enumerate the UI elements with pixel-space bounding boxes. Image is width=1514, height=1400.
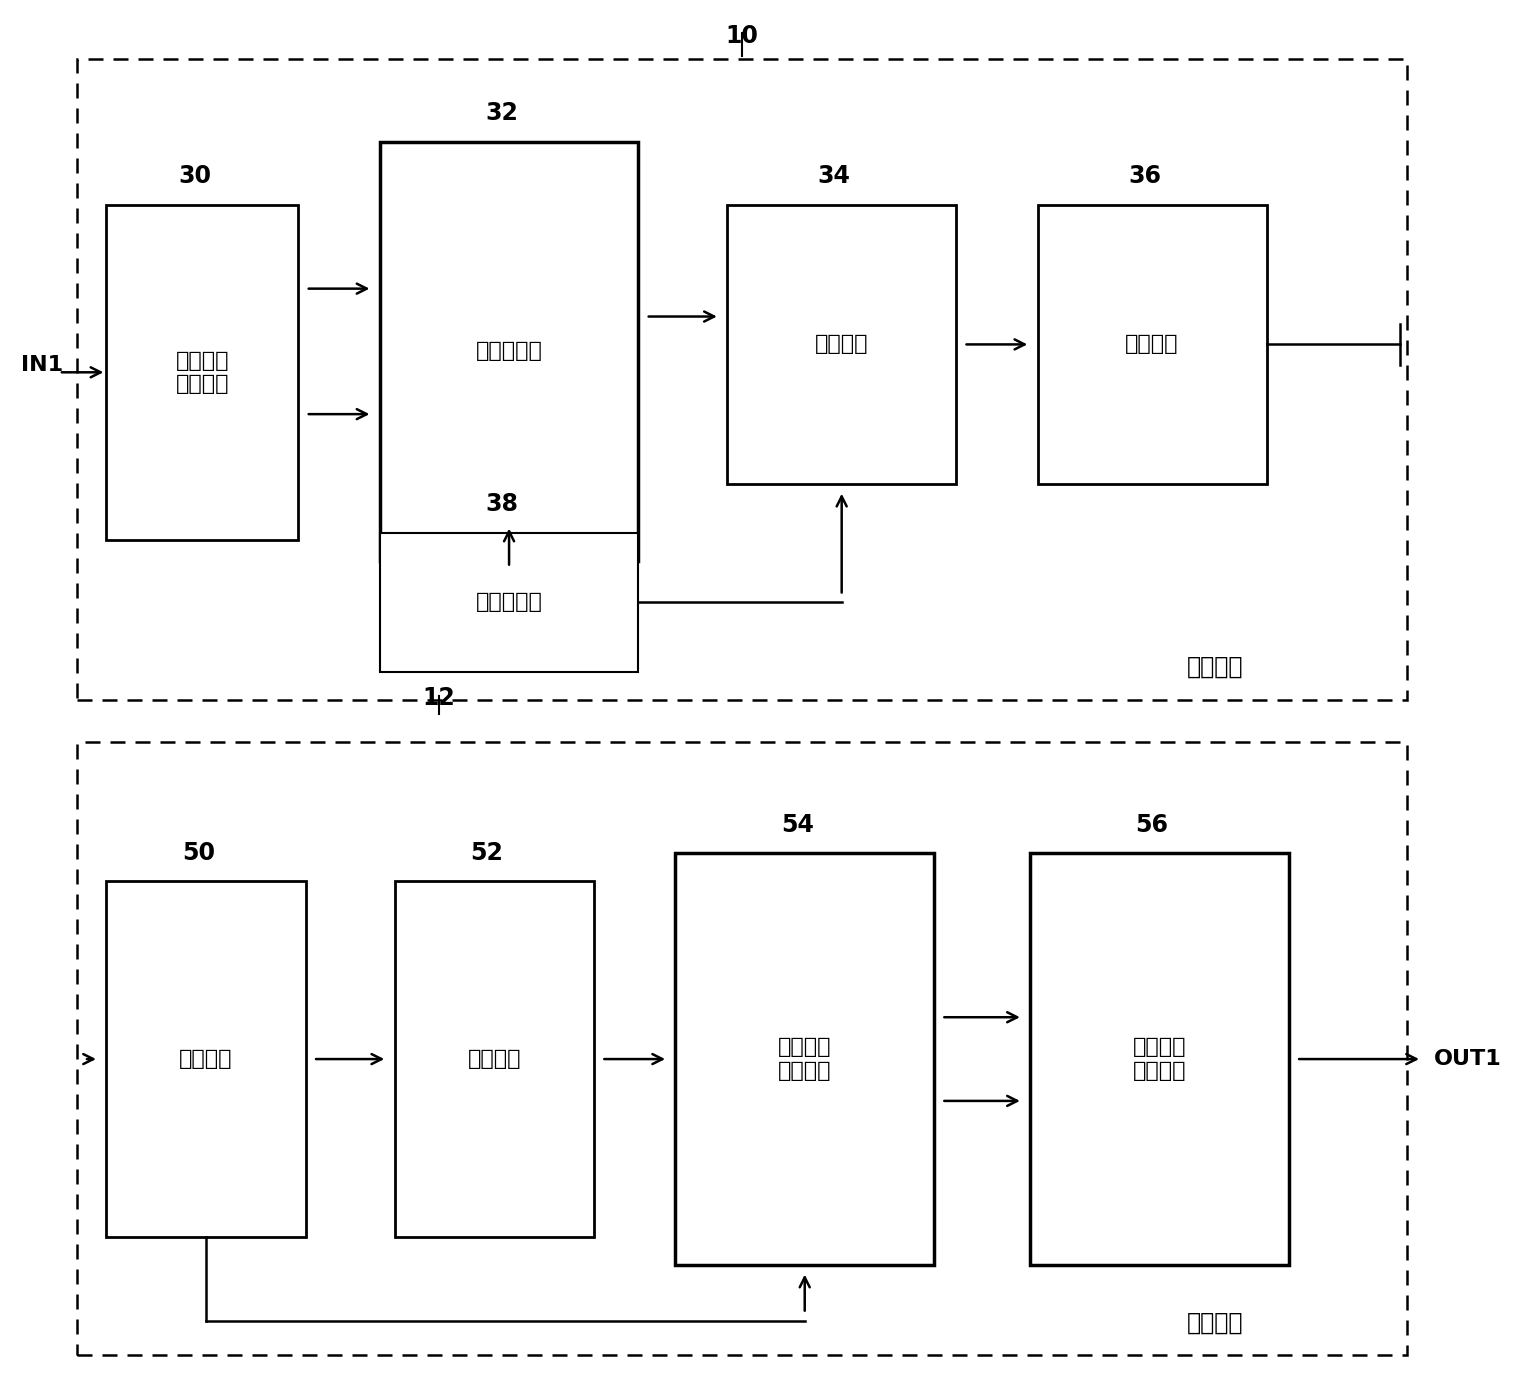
Text: 输出部分: 输出部分 bbox=[1125, 335, 1179, 354]
Text: 解码单元: 解码单元 bbox=[1187, 1310, 1243, 1334]
Text: 量化部分: 量化部分 bbox=[815, 335, 869, 354]
Text: 52: 52 bbox=[471, 840, 503, 865]
Text: 量化控制器: 量化控制器 bbox=[475, 592, 542, 612]
Text: 输入部分: 输入部分 bbox=[179, 1049, 233, 1070]
Text: 38: 38 bbox=[484, 491, 518, 517]
Text: 30: 30 bbox=[179, 164, 212, 188]
Text: 高频分量
恢复部分: 高频分量 恢复部分 bbox=[778, 1037, 831, 1081]
Text: 12: 12 bbox=[422, 686, 456, 710]
Bar bbox=[380, 532, 639, 672]
Bar bbox=[77, 59, 1407, 700]
Bar bbox=[1037, 204, 1267, 484]
Bar bbox=[106, 881, 306, 1236]
Text: 子带滤波
器分析器: 子带滤波 器分析器 bbox=[176, 351, 229, 393]
Text: 34: 34 bbox=[818, 164, 851, 188]
Bar bbox=[1030, 854, 1288, 1264]
Text: 36: 36 bbox=[1128, 164, 1161, 188]
Text: 10: 10 bbox=[725, 24, 759, 48]
Text: 编码单元: 编码单元 bbox=[1187, 655, 1243, 679]
Text: IN1: IN1 bbox=[21, 356, 62, 375]
Text: OUT1: OUT1 bbox=[1434, 1049, 1502, 1070]
Text: 子带滤波
器合成器: 子带滤波 器合成器 bbox=[1132, 1037, 1187, 1081]
Bar bbox=[380, 143, 639, 560]
Bar bbox=[77, 742, 1407, 1355]
Text: 32: 32 bbox=[486, 101, 518, 126]
Bar bbox=[727, 204, 957, 484]
Text: 相关分析器: 相关分析器 bbox=[475, 342, 542, 361]
Bar bbox=[106, 204, 298, 539]
Text: 50: 50 bbox=[182, 840, 215, 865]
Bar bbox=[675, 854, 934, 1264]
Text: 56: 56 bbox=[1136, 812, 1169, 837]
Text: 54: 54 bbox=[781, 812, 813, 837]
Text: 逆量化器: 逆量化器 bbox=[468, 1049, 521, 1070]
Bar bbox=[395, 881, 593, 1236]
